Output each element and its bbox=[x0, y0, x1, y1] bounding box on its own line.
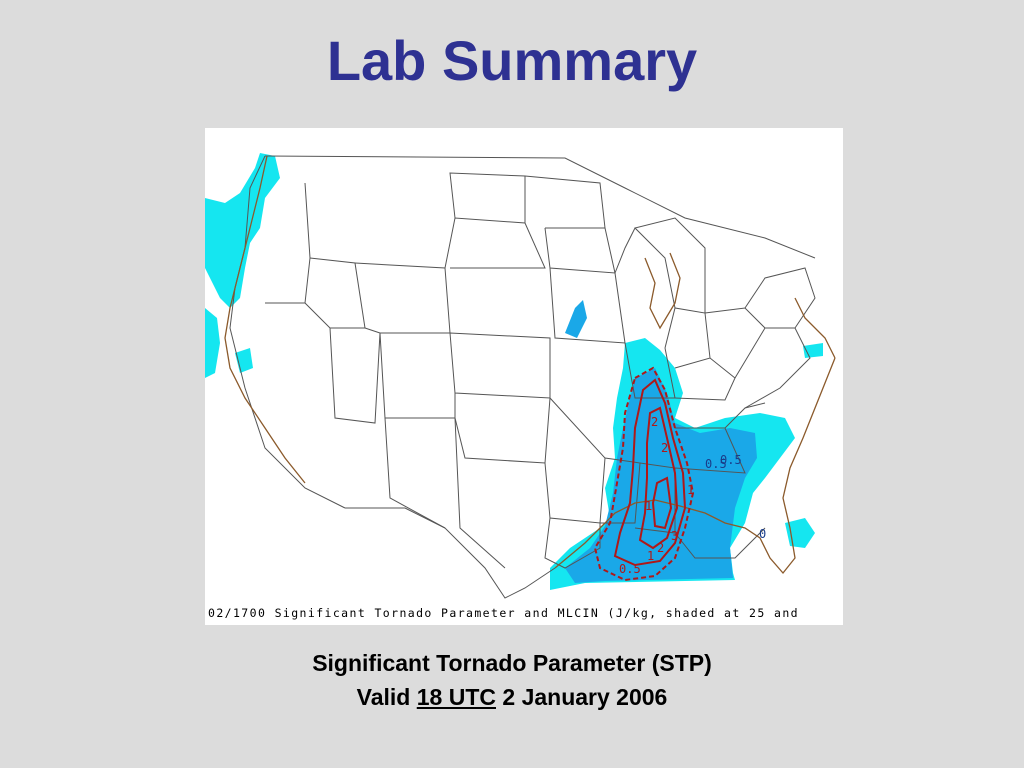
coastlines bbox=[224, 155, 836, 575]
stp-contour-1 bbox=[613, 378, 687, 567]
caption-date: 2 January 2006 bbox=[502, 684, 668, 710]
stp-map: 2 2 0.5 1 1 2 3 1 0.5 0.5 0 02/1700 Sign… bbox=[205, 128, 843, 625]
contour-labels: 2 2 0.5 1 1 2 3 1 0.5 0.5 0 bbox=[619, 415, 766, 576]
contour-label: 0.5 bbox=[619, 562, 641, 576]
contour-label: 2 bbox=[651, 415, 658, 429]
cin-shade-southeast-inner bbox=[565, 368, 757, 583]
caption-line-2: Valid 18 UTC 2 January 2006 bbox=[0, 680, 1024, 714]
contour-label: 0 bbox=[759, 527, 766, 541]
stp-contour-2 bbox=[638, 406, 679, 550]
stp-contour-3 bbox=[651, 476, 673, 530]
stp-contours bbox=[593, 366, 695, 582]
caption-time: 18 UTC bbox=[416, 684, 496, 710]
political-borders bbox=[229, 155, 816, 599]
contour-label: 1 bbox=[645, 499, 652, 513]
cin-shade-iowa bbox=[565, 300, 587, 338]
slide-caption: Significant Tornado Parameter (STP) Vali… bbox=[0, 646, 1024, 714]
cin-shade-northwest bbox=[205, 153, 280, 308]
map-canvas: 2 2 0.5 1 1 2 3 1 0.5 0.5 0 02/1700 Sign… bbox=[205, 153, 836, 620]
contour-label: 2 bbox=[657, 541, 664, 555]
cin-shade-florida-east bbox=[785, 518, 815, 548]
contour-label: 1 bbox=[687, 483, 694, 497]
cin-shade-westcoast bbox=[205, 308, 220, 378]
caption-line-1: Significant Tornado Parameter (STP) bbox=[312, 650, 712, 676]
slide-title: Lab Summary bbox=[326, 29, 698, 92]
contour-label: 1 bbox=[647, 549, 654, 563]
contour-label: 0.5 bbox=[705, 457, 727, 471]
contour-label: 0.5 bbox=[720, 453, 742, 467]
map-footer-text: 02/1700 Significant Tornado Parameter an… bbox=[208, 606, 799, 620]
contour-label: 3 bbox=[671, 529, 678, 543]
contour-label: 2 bbox=[661, 441, 668, 455]
caption-valid: Valid bbox=[356, 684, 411, 710]
